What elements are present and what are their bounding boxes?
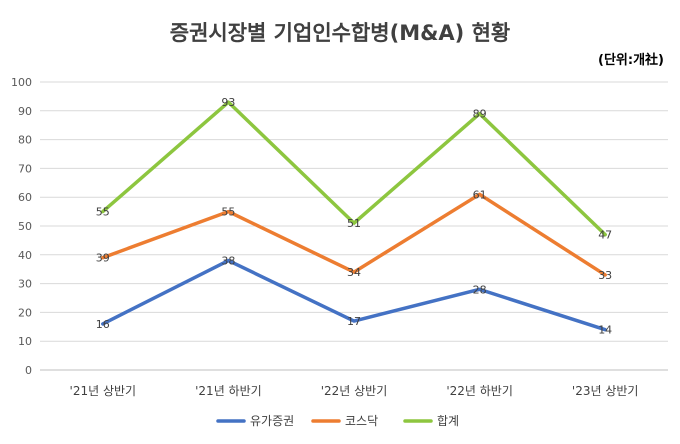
x-tick-label: '21년 하반기	[195, 384, 262, 398]
data-label: 38	[221, 255, 235, 268]
data-label: 55	[96, 206, 110, 219]
data-label: 61	[473, 188, 487, 201]
legend-label: 코스닥	[345, 414, 378, 428]
x-tick-label: '23년 상반기	[572, 384, 639, 398]
y-tick-label: 100	[11, 76, 32, 89]
data-label: 51	[347, 217, 361, 230]
y-tick-label: 50	[18, 220, 32, 233]
series-lines	[101, 100, 607, 332]
y-tick-label: 40	[18, 249, 32, 262]
x-axis-ticks: '21년 상반기 '21년 하반기 '22년 상반기 '22년 하반기 '23년 상반기	[70, 384, 639, 398]
unit-note: (단위:개社)	[598, 52, 664, 68]
data-labels: 16 38 17 28 14 39 55 34 61 33 55 93 51 89 47	[96, 96, 612, 337]
legend-label: 유가증권	[250, 414, 294, 428]
data-label: 16	[96, 318, 110, 331]
data-label: 89	[473, 108, 487, 121]
data-label: 47	[598, 229, 612, 242]
gridlines	[40, 81, 668, 371]
y-axis-ticks: 0 10 20 30 40 50 60 70 80 90 100	[11, 76, 32, 377]
series-line	[101, 100, 607, 237]
data-label: 17	[347, 315, 361, 328]
data-label: 93	[221, 96, 235, 109]
y-tick-label: 90	[18, 105, 32, 118]
data-label: 34	[347, 266, 361, 279]
y-tick-label: 10	[18, 335, 32, 348]
legend: 유가증권 코스닥 합계	[216, 414, 459, 428]
data-label: 55	[221, 206, 235, 219]
legend-label: 합계	[437, 414, 459, 428]
data-label: 14	[598, 324, 612, 337]
x-tick-label: '22년 상반기	[321, 384, 388, 398]
data-label: 39	[96, 252, 110, 265]
y-tick-label: 0	[25, 364, 32, 377]
y-tick-label: 70	[18, 162, 32, 175]
data-label: 28	[473, 283, 487, 296]
y-tick-label: 20	[18, 306, 32, 319]
x-tick-label: '22년 하반기	[446, 384, 513, 398]
chart-title: 증권시장별 기업인수합병(M&A) 현황	[170, 21, 510, 45]
x-tick-label: '21년 상반기	[70, 384, 137, 398]
y-tick-label: 30	[18, 278, 32, 291]
y-tick-label: 60	[18, 191, 32, 204]
series-line	[101, 258, 607, 332]
y-tick-label: 80	[18, 134, 32, 147]
series-line	[101, 192, 607, 277]
data-label: 33	[598, 269, 612, 282]
